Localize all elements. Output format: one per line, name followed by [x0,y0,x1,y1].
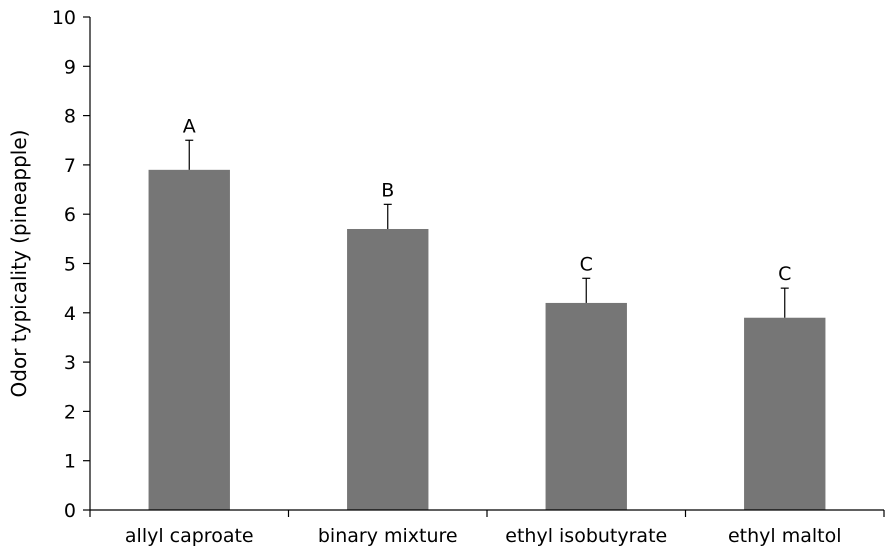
y-tick-label: 4 [64,303,76,325]
significance-label: B [381,179,394,201]
bar [347,228,429,511]
y-tick-label: 9 [64,56,76,78]
y-tick-label: 7 [64,155,76,177]
x-axis-ticks: allyl caproate binary mixture ethyl isobut… [89,510,885,547]
significance-label: C [580,253,593,275]
error-bars-group [185,139,789,318]
y-tick-label: 8 [64,106,76,128]
y-axis-title: Odor typicality (pineapple) [7,130,31,398]
bar [744,317,826,510]
y-tick-label: 5 [64,254,76,276]
x-tick-label: allyl caproate [125,525,254,547]
y-axis-ticks: 0 1 2 3 4 5 6 7 8 9 10 [52,7,90,522]
y-tick-label: 3 [64,352,76,374]
significance-labels-group: A B C C [183,115,792,285]
bar [545,302,627,510]
significance-label: C [778,263,791,285]
y-tick-label: 2 [64,401,76,423]
y-tick-label: 10 [52,7,76,29]
x-tick-label: binary mixture [318,525,458,547]
x-tick-label: ethyl isobutyrate [505,525,667,547]
y-tick-label: 1 [64,451,76,473]
y-tick-label: 0 [64,500,76,522]
x-tick-label: ethyl maltol [728,525,842,547]
bars-group [148,169,826,511]
y-tick-label: 6 [64,204,76,226]
significance-label: A [183,115,196,137]
bar [148,169,230,510]
